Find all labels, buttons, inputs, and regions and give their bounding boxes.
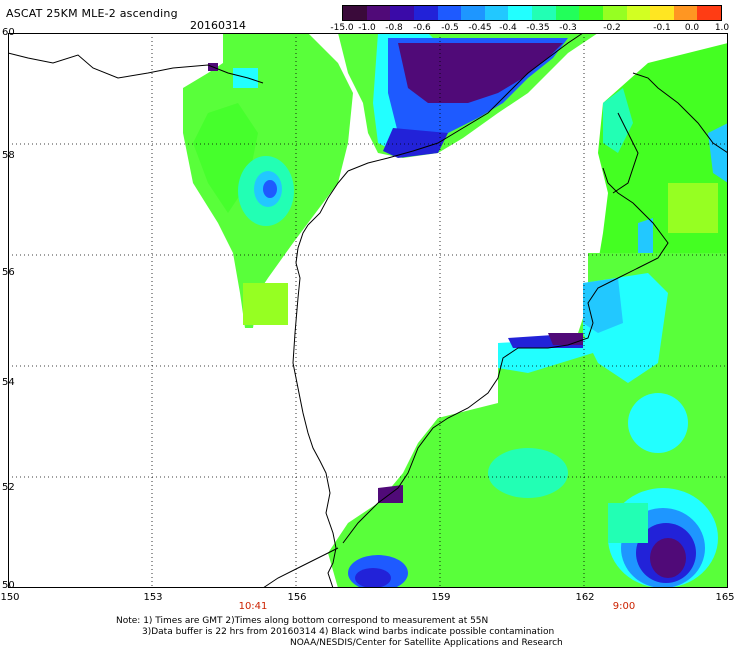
swath-west [183,33,353,328]
x-tick-162: 162 [575,592,595,603]
y-tick-52: 52 [2,482,15,493]
x-tick-156: 156 [287,592,307,603]
colorbar-segment [508,6,532,20]
colorbar-segment [697,6,721,20]
note-line-2: 3)Data buffer is 22 hrs from 20160314 4)… [142,627,555,637]
colorbar-label: -1.0 [358,23,376,33]
plot-frame [8,33,728,588]
colorbar-segment [390,6,414,20]
chart-title: ASCAT 25KM MLE-2 ascending [6,7,178,20]
colorbar-label: -0.35 [526,23,550,33]
colorbar-segment [366,6,391,20]
swath-east [598,43,728,278]
colorbar-label: -15.0 [330,23,354,33]
colorbar-segment [673,6,698,20]
colorbar-segment [343,6,367,20]
x-tick-159: 159 [431,592,451,603]
y-tick-54: 54 [2,377,15,388]
colorbar-label: 0.0 [684,23,700,33]
grid [8,33,728,588]
colorbar-segment [461,6,485,20]
swath-north [338,33,598,158]
colorbar-segment [555,6,580,20]
colorbar-label: 1.0 [714,23,730,33]
colorbar-segment [626,6,651,20]
colorbar-label: -0.45 [468,23,492,33]
colorbar-label: -0.4 [499,23,517,33]
x-tick-150: 150 [0,592,20,603]
colorbar-label: -0.8 [385,23,403,33]
time-label-left: 10:41 [238,601,268,612]
colorbar-segment [579,6,603,20]
swath-southeast [328,253,728,588]
x-tick-153: 153 [143,592,163,603]
colorbar [342,5,722,21]
note-line-1: Note: 1) Times are GMT 2)Times along bot… [116,616,489,626]
x-tick-165: 165 [715,592,735,603]
colorbar-segment [484,6,509,20]
colorbar-segment [532,6,556,20]
y-tick-58: 58 [2,150,15,161]
colorbar-label: -0.1 [653,23,671,33]
colorbar-label: -0.5 [441,23,459,33]
colorbar-labels: -15.0 -1.0 -0.8 -0.6 -0.5 -0.45 -0.4 -0.35 -0.3 -… [330,23,730,35]
map-plot [8,33,728,588]
colorbar-segment [602,6,627,20]
colorbar-segment [650,6,674,20]
time-label-right: 9:00 [612,601,636,612]
colorbar-segment [413,6,438,20]
y-tick-50: 50 [2,580,15,591]
coastline [8,33,728,588]
colorbar-label: -0.3 [559,23,577,33]
note-line-3: NOAA/NESDIS/Center for Satellite Applica… [290,638,563,648]
colorbar-label: -0.6 [413,23,431,33]
colorbar-label: -0.2 [603,23,621,33]
chart-date: 20160314 [190,19,246,32]
y-tick-60: 60 [2,27,15,38]
y-tick-56: 56 [2,267,15,278]
colorbar-segment [437,6,462,20]
